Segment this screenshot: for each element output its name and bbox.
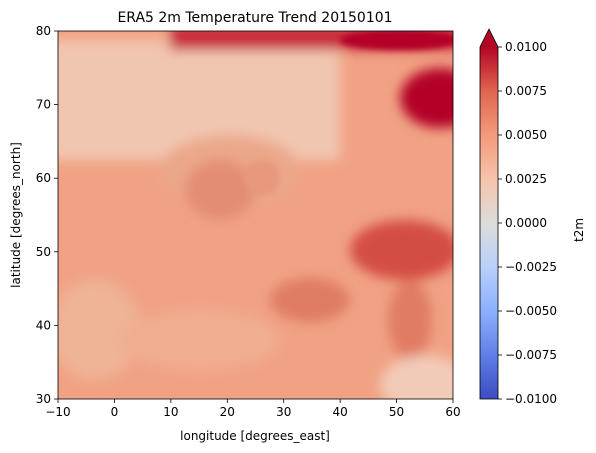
y-tick-label: 50 (36, 245, 51, 259)
x-axis-label: longitude [degrees_east] (180, 429, 330, 443)
x-tick-label: 20 (220, 405, 235, 419)
region-finland (244, 160, 280, 196)
region-black-sea (270, 278, 350, 322)
x-tick-label: 40 (333, 405, 348, 419)
y-tick-label: 60 (36, 171, 51, 185)
colorbar-gradient (480, 47, 498, 399)
x-tick-label: 0 (111, 405, 119, 419)
colorbar-extend-max (480, 29, 498, 47)
colorbar-tick-label: −0.0100 (505, 392, 557, 406)
x-tick-label: 30 (276, 405, 291, 419)
y-axis-label: latitude [degrees_north] (9, 142, 23, 288)
x-tick-label: 60 (445, 405, 460, 419)
colorbar-tick-label: 0.0025 (505, 172, 547, 186)
region-mediterranean (120, 310, 280, 370)
colorbar-tick-label: −0.0050 (505, 304, 557, 318)
y-tick-label: 80 (36, 24, 51, 38)
x-tick-label: 10 (163, 405, 178, 419)
y-tick-label: 70 (36, 98, 51, 112)
heatmap-field (40, 25, 480, 415)
colorbar-tick-label: 0.0100 (505, 40, 547, 54)
x-tick-label: −10 (45, 405, 70, 419)
colorbar-label: t2m (572, 218, 586, 242)
y-tick-label: 30 (36, 392, 51, 406)
colorbar-ticks: −0.0100 −0.0075 −0.0050 −0.0025 0.0000 0.0025… (498, 40, 557, 406)
region-east-warm (350, 220, 460, 280)
region-northeast-hot (400, 68, 480, 128)
colorbar-tick-label: −0.0075 (505, 348, 557, 362)
y-axis: 30 40 50 60 70 80 (36, 24, 58, 406)
region-caspian (388, 280, 432, 360)
colorbar-tick-label: 0.0050 (505, 128, 547, 142)
colorbar-tick-label: −0.0025 (505, 260, 557, 274)
region-arctic-core (340, 30, 460, 50)
colorbar: −0.0100 −0.0075 −0.0050 −0.0025 0.0000 0.0025… (480, 29, 586, 406)
colorbar-tick-label: 0.0075 (505, 84, 547, 98)
chart-title: ERA5 2m Temperature Trend 20150101 (117, 10, 392, 26)
colorbar-tick-label: 0.0000 (505, 216, 547, 230)
region-baltic (185, 160, 255, 220)
x-tick-label: 50 (389, 405, 404, 419)
x-axis: −10 0 10 20 30 40 50 60 (45, 399, 460, 419)
y-tick-label: 40 (36, 318, 51, 332)
